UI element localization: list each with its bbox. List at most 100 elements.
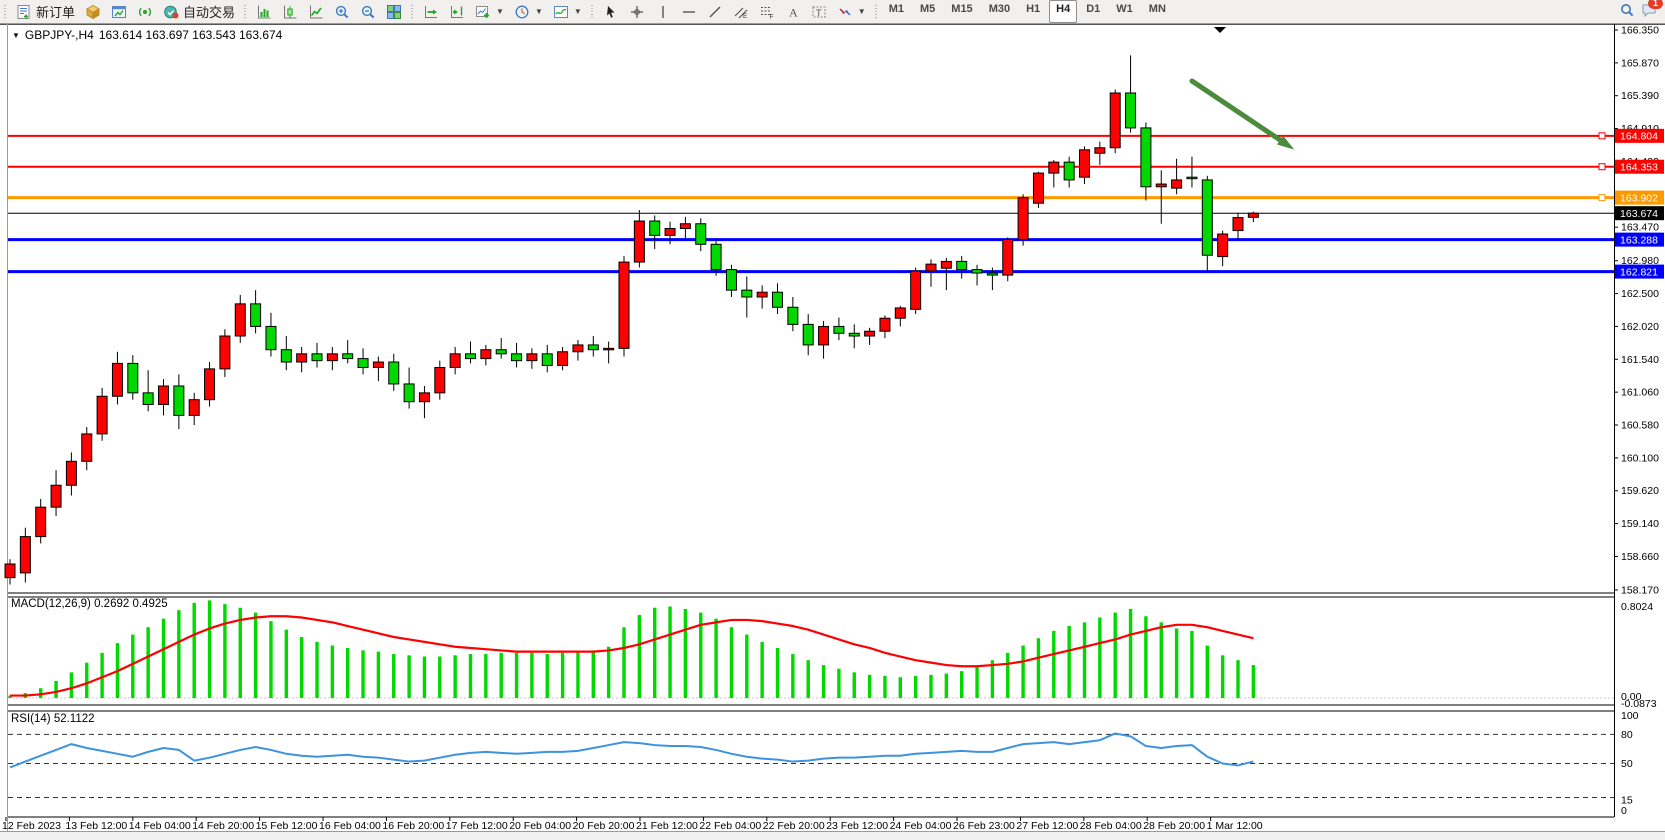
crosshair-button[interactable] [624,0,650,23]
candle [65,460,77,486]
timeframe-w1-button[interactable]: W1 [1116,3,1133,15]
toolbar-grip[interactable] [872,3,880,20]
bar-chart-button[interactable] [251,0,277,23]
new-order-label: 新订单 [36,5,76,20]
chart-shift-marker-icon[interactable] [1214,27,1226,33]
toolbar-grip[interactable] [409,3,417,20]
autotrade-label: 自动交易 [183,5,236,20]
candle [787,306,799,325]
add-indicator-button[interactable]: ▼ [470,0,509,23]
toolbar-grip[interactable] [2,3,9,20]
chevron-down-icon[interactable]: ▼ [573,7,582,16]
candle [1079,149,1090,178]
timeframe-m15-button[interactable]: M15 [951,3,973,15]
macd-histogram-bar [1067,626,1071,698]
price-badge [1615,159,1664,174]
level-line-handle[interactable] [1598,194,1606,202]
timeframe-h4-button[interactable]: H4 [1049,0,1078,23]
text-label-button[interactable]: T [806,0,832,23]
tile-windows-icon [386,4,402,20]
price-badge [1615,232,1664,247]
macd-histogram-bar [867,674,872,698]
toolbar-left-icons [80,0,158,23]
price-axis-label: 159.620 [1621,485,1659,497]
trendline-icon [707,4,723,20]
trend-arrow-head [1277,135,1295,150]
template-button[interactable]: ▼ [548,0,587,23]
macd-histogram-bar [253,612,258,698]
time-axis-label: 23 Feb 12:00 [826,820,888,832]
auto-scroll-icon [423,4,439,20]
text-button[interactable]: A [780,0,806,23]
arrows-button[interactable]: ▼ [832,0,871,23]
add-indicator-icon [475,4,491,20]
channel-button[interactable]: E [728,0,754,23]
trendline-button[interactable] [702,0,728,23]
text-icon: A [785,4,801,20]
level-line-handle[interactable] [1598,132,1606,140]
timeframe-m30-button[interactable]: M30 [988,3,1011,15]
level-line-handle[interactable] [1598,163,1606,171]
new-chart-button[interactable] [106,0,132,23]
tile-windows-button[interactable] [381,0,407,23]
chevron-down-icon[interactable]: ▼ [857,7,866,16]
timeframe-mn-button[interactable]: MN [1148,3,1166,15]
cursor-button[interactable] [598,0,624,23]
candle [710,243,722,271]
timeframe-d1-button[interactable]: D1 [1086,3,1101,15]
vertical-line-button[interactable] [650,0,676,23]
periods-clock-button[interactable]: ▼ [509,0,548,23]
auto-scroll-button[interactable] [418,0,444,23]
price-axis-label: 166.350 [1621,25,1659,37]
collapse-triangle-icon[interactable]: ▼ [12,30,20,40]
macd-histogram-bar [729,627,734,698]
timeframe-m5-button[interactable]: M5 [920,3,936,15]
autotrade-icon [163,4,179,20]
zoom-out-button[interactable] [355,0,381,23]
time-axis-label: 21 Feb 12:00 [636,820,698,832]
trend-arrow-annotation[interactable] [1189,78,1289,147]
macd-histogram-bar [1205,645,1209,698]
candle [418,392,430,403]
price-axis-label: 162.020 [1621,321,1659,333]
macd-histogram-bar [1113,612,1117,698]
time-axis-label: 24 Feb 04:00 [890,820,952,832]
toolbar-grip[interactable] [242,3,250,20]
search-icon[interactable] [1619,2,1635,21]
chevron-down-icon[interactable]: ▼ [534,7,543,16]
rsi-axis-label: 100 [1621,710,1639,722]
price-axis-label: 161.060 [1621,387,1659,399]
time-axis-label: 28 Feb 20:00 [1143,820,1205,832]
line-chart-button[interactable] [303,0,329,23]
timeframe-m1-button[interactable]: M1 [888,3,904,15]
chart-shift-button[interactable] [444,0,470,23]
arrows-icon [837,4,853,20]
candlestick-chart-button[interactable] [277,0,303,23]
chat-button[interactable]: 1 [1641,0,1663,21]
time-axis-label: 20 Feb 04:00 [509,820,571,832]
candle [1125,92,1137,129]
horizontal-line-button[interactable] [676,0,702,23]
candle [541,353,553,366]
zoom-in-button[interactable] [329,0,355,23]
candle [480,349,492,360]
macd-histogram-bar [207,600,212,698]
macd-histogram-bar [913,676,918,698]
scroll-group [418,0,470,23]
candle [1002,238,1014,276]
toolbar-grip[interactable] [588,3,596,20]
candle [1063,161,1075,181]
macd-histogram-bar [1128,608,1133,698]
candle [265,325,277,351]
signal-button[interactable] [132,0,158,23]
chart-background[interactable] [0,24,1665,831]
autotrade-button[interactable]: 自动交易 [158,0,240,23]
timeframe-h1-button[interactable]: H1 [1026,3,1041,15]
chevron-down-icon[interactable]: ▼ [496,7,504,16]
profile-cube-button[interactable] [80,0,106,23]
fibonacci-button[interactable]: F [754,0,780,23]
macd-histogram-bar [1190,630,1194,698]
macd-histogram-bar [929,674,933,698]
new-order-button[interactable]: 新订单 [11,0,80,23]
